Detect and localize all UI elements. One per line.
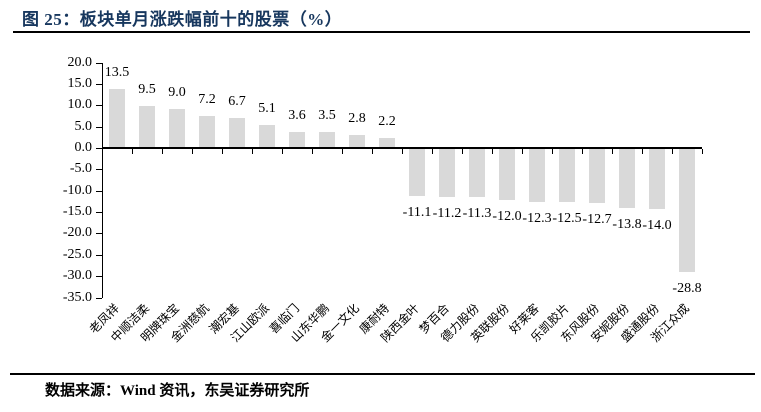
x-axis-tick [282,148,283,154]
bar [289,131,305,147]
bar [619,148,635,208]
x-axis-tick [132,148,133,154]
bar-value-label: 2.8 [348,110,366,126]
bar [319,132,335,147]
bar [259,125,275,147]
bar-value-label: -12.0 [492,209,522,225]
y-axis-tick-label: 10.0 [67,97,93,113]
x-axis-tick [462,148,463,154]
bar [529,148,545,202]
bar-value-label: -12.3 [522,210,552,226]
bar [679,148,695,272]
footer-divider-line [10,373,755,375]
x-axis-tick [252,148,253,154]
y-axis-tick [96,276,102,278]
y-axis-tick [96,83,102,85]
bar [199,116,215,147]
y-axis-tick-label: 5.0 [74,118,93,134]
x-axis-tick [582,148,583,154]
x-axis-tick [522,148,523,154]
bar-value-label: 6.7 [228,94,246,110]
x-axis-tick [222,148,223,154]
bar-value-label: -12.7 [582,212,612,228]
y-axis-tick [96,190,102,192]
bar [499,148,515,201]
bar [169,108,185,147]
x-axis-tick [672,148,673,154]
x-axis-tick [612,148,613,154]
x-axis-tick [552,148,553,154]
bar-value-label: 9.5 [138,82,156,98]
bar-value-label: 5.1 [258,101,276,117]
y-axis-tick-label: -35.0 [62,289,92,305]
y-axis-tick-label: -15.0 [62,204,92,220]
title-divider-line [13,31,750,33]
y-axis-tick-label: 20.0 [67,54,93,70]
y-axis-tick [96,297,102,299]
bar-value-label: 13.5 [104,65,130,81]
bar-value-label: 3.6 [288,107,306,123]
y-axis-line [102,62,103,298]
x-axis-tick [312,148,313,154]
bar [349,134,365,147]
bar [409,148,425,197]
x-axis-tick [642,148,643,154]
x-axis-tick [702,148,703,154]
bar [379,137,395,147]
bar [469,148,485,198]
y-axis-tick [96,126,102,128]
y-axis-tick [96,62,102,64]
y-axis-tick-label: -20.0 [62,225,92,241]
bar [139,106,155,147]
x-axis-tick [342,148,343,154]
figure-title: 图 25：板块单月涨跌幅前十的股票（%） [22,10,343,29]
x-axis-tick [372,148,373,154]
bar-value-label: -11.3 [462,206,492,222]
y-axis-tick [96,254,102,256]
data-source-note: 数据来源：Wind 资讯，东吴证券研究所 [45,383,310,399]
bar [229,118,245,147]
x-axis-tick [402,148,403,154]
bar-value-label: 9.0 [168,84,186,100]
y-axis-tick [96,105,102,107]
y-axis-tick-label: -10.0 [62,182,92,198]
bar-value-label: -13.8 [612,216,642,232]
y-axis-tick-label: 15.0 [67,75,93,91]
bar-value-label: 3.5 [318,108,336,123]
y-axis-tick [96,169,102,171]
bar [559,148,575,203]
bar-value-label: -14.0 [642,217,672,233]
x-axis-tick [162,148,163,154]
bar-value-label: -11.2 [432,205,462,221]
x-axis-line [102,146,702,149]
x-axis-tick [102,148,103,154]
bar-value-label: 2.2 [378,113,396,129]
y-axis-tick-label: -5.0 [69,161,92,177]
bar-value-label: -28.8 [672,281,702,296]
bar [109,89,125,147]
bar-value-label: -12.5 [552,211,582,227]
bar [439,148,455,197]
y-axis-tick-label: -25.0 [62,246,92,262]
bar-value-label: 7.2 [198,92,216,108]
y-axis-tick [96,212,102,214]
x-axis-tick [432,148,433,154]
bar [589,148,605,204]
y-axis-tick [96,233,102,235]
x-axis-tick [492,148,493,154]
bar-value-label: -11.1 [402,205,432,221]
y-axis-tick-label: -30.0 [62,268,92,284]
y-axis-tick-label: 0.0 [74,139,93,155]
x-axis-tick [192,148,193,154]
bar [649,148,665,209]
y-axis-tick [96,147,102,149]
